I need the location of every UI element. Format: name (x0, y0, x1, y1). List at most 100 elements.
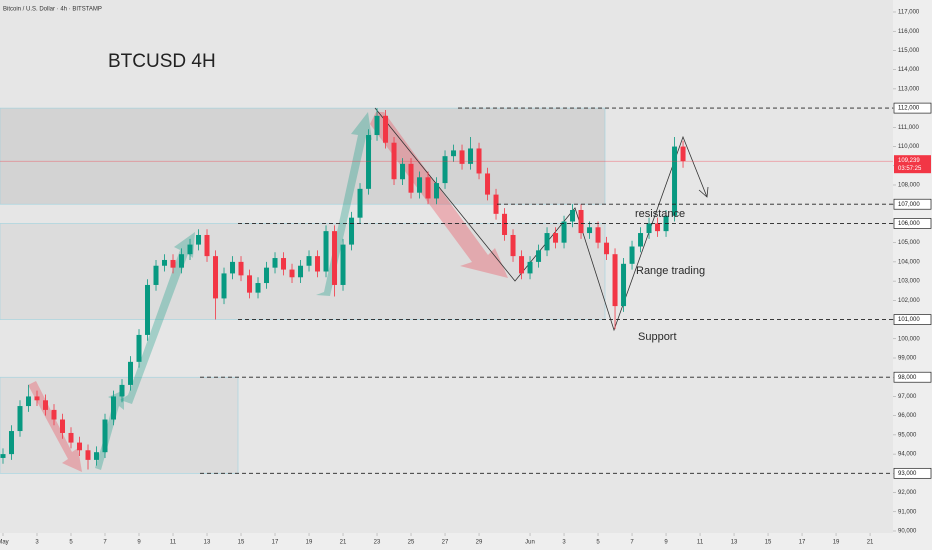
y-tick-label: 95,000 (898, 432, 917, 438)
candle-body (306, 256, 312, 266)
x-tick-label: 3 (35, 540, 39, 546)
candle-body (136, 334, 142, 362)
level-label: 98,000 (898, 375, 917, 381)
candle-body (510, 234, 516, 257)
candle-body (366, 135, 372, 189)
y-tick-label: 91,000 (898, 509, 917, 515)
x-tick-label: 21 (867, 540, 874, 546)
candles (0, 108, 686, 470)
candle-body (442, 156, 448, 184)
last-price-label: 109,239 (898, 158, 920, 164)
candle-body (400, 163, 406, 180)
candle-body (451, 150, 457, 157)
candle-body (187, 244, 193, 255)
level-label: 101,000 (898, 317, 920, 323)
x-tick-label: 17 (272, 540, 279, 546)
x-tick-label: 29 (476, 540, 483, 546)
candle-body (425, 177, 431, 199)
y-tick-label: 100,000 (898, 336, 920, 342)
candle-body (349, 217, 355, 245)
x-tick-label: 7 (103, 540, 107, 546)
candle-body (417, 177, 423, 193)
x-tick-label: 7 (630, 540, 634, 546)
candle-body (672, 146, 678, 216)
candle-body (0, 454, 6, 458)
y-tick-label: 111,000 (898, 125, 919, 131)
y-tick-label: 113,000 (898, 86, 920, 92)
candle-body (102, 419, 108, 453)
green-arrow (120, 232, 195, 404)
level-label-box (893, 218, 932, 229)
candle-body (655, 223, 661, 232)
candle-body (408, 163, 414, 193)
candle-body (459, 150, 465, 164)
candle-body (646, 223, 652, 234)
y-tick-label: 99,000 (898, 356, 917, 362)
arrow-head (698, 186, 709, 198)
x-tick-label: 17 (799, 540, 806, 546)
candle-body (527, 261, 533, 274)
x-tick-label: 19 (306, 540, 313, 546)
candle-body (340, 244, 346, 285)
candle-body (323, 231, 329, 272)
candle-body (383, 115, 389, 143)
candle-body (179, 254, 185, 268)
candle-body (357, 188, 363, 218)
candle-body (374, 115, 380, 136)
candle-body (230, 261, 236, 274)
candle-body (680, 146, 686, 162)
red-arrow (28, 381, 82, 472)
candle-body (272, 258, 278, 268)
x-tick-label: 9 (137, 540, 141, 546)
annotation: Support (638, 331, 677, 343)
y-tick-label: 108,000 (898, 183, 920, 189)
y-tick-label: 117,000 (898, 10, 920, 16)
candle-body (485, 173, 491, 195)
y-tick-label: 102,000 (898, 298, 920, 304)
candle-body (629, 246, 635, 264)
candle-body (34, 396, 40, 401)
time-axis (0, 533, 893, 550)
candle-body (213, 256, 219, 299)
x-tick-label: 9 (664, 540, 668, 546)
x-tick-label: 13 (731, 540, 738, 546)
y-tick-label: 97,000 (898, 394, 917, 400)
zigzag-line (374, 107, 708, 332)
candle-body (60, 419, 66, 433)
candle-body (298, 265, 304, 278)
level-label-box (893, 198, 932, 210)
x-tick-label: Jun (525, 540, 535, 546)
support-zone (0, 376, 239, 474)
candle-body (162, 259, 168, 266)
candle-body (315, 256, 321, 272)
chart-title: Bitcoin / U.S. Dollar · 4h · BITSTAMP (3, 7, 102, 13)
subtitle: BTCUSD 4H (108, 51, 216, 72)
levels (0, 107, 893, 474)
candle-body (595, 227, 601, 243)
x-tick-label: 15 (765, 540, 772, 546)
x-tick-label: May (0, 540, 9, 546)
candle-body (196, 234, 202, 245)
candle-body (502, 213, 508, 235)
level-label-box (893, 371, 932, 383)
y-tick-label: 104,000 (898, 259, 920, 265)
candle-body (536, 250, 542, 262)
candle-body (170, 259, 176, 268)
candle-body (587, 227, 593, 234)
level-label: 106,000 (898, 221, 920, 227)
resistance-zone (0, 107, 606, 205)
last-price-box (894, 155, 931, 174)
candle-body (111, 396, 117, 420)
candle-body (85, 450, 91, 460)
x-tick-label: 13 (204, 540, 211, 546)
annotation: Range trading (636, 265, 705, 277)
candle-body (468, 148, 474, 164)
x-tick-label: 27 (442, 540, 449, 546)
candle-body (221, 273, 227, 299)
candle-body (77, 442, 83, 451)
y-tick-label: 94,000 (898, 452, 917, 458)
candle-body (281, 258, 287, 270)
candle-body (204, 234, 210, 257)
candle-body (9, 431, 15, 455)
candle-body (638, 233, 644, 247)
